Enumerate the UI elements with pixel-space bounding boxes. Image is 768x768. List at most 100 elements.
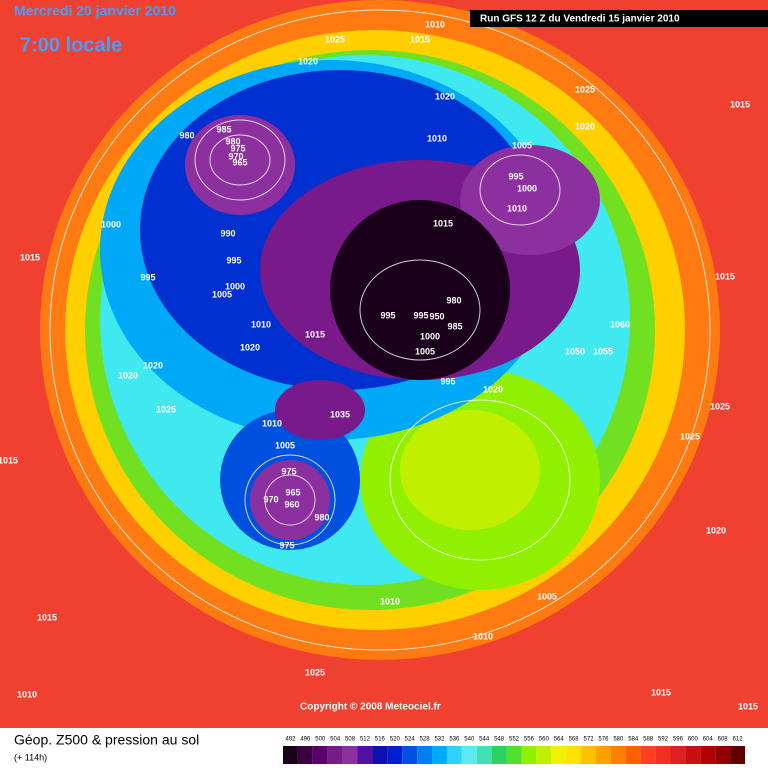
isobar-label: 995 bbox=[380, 310, 395, 320]
isobar-label: 1005 bbox=[275, 440, 295, 450]
scale-label: 524 bbox=[405, 737, 416, 743]
scale-cell bbox=[461, 746, 477, 764]
isobars bbox=[49, 9, 711, 651]
scale-cell bbox=[342, 746, 358, 764]
isobar-label: 1010 bbox=[262, 418, 282, 428]
isobar-label: 950 bbox=[429, 311, 444, 321]
isobar-label: 975 bbox=[230, 143, 245, 153]
scale-label: 596 bbox=[673, 737, 684, 743]
scale-cell bbox=[327, 746, 343, 764]
scale-cell bbox=[610, 746, 626, 764]
isobar-label: 1005 bbox=[212, 289, 232, 299]
scale-label: 528 bbox=[420, 737, 431, 743]
isobar-label: 1015 bbox=[305, 329, 325, 339]
scale-cell bbox=[566, 746, 582, 764]
isobar-label: 970 bbox=[263, 494, 278, 504]
scale-label: 500 bbox=[315, 737, 326, 743]
isobar-label: 995 bbox=[226, 255, 241, 265]
scale-label: 604 bbox=[703, 737, 714, 743]
isobar-label: 1015 bbox=[433, 218, 453, 228]
isobar-label: 1010 bbox=[473, 631, 493, 641]
scale-label: 548 bbox=[494, 737, 505, 743]
time: 7:00 locale bbox=[20, 34, 122, 56]
scale-label: 516 bbox=[375, 737, 386, 743]
isobar-label: 1000 bbox=[225, 281, 245, 291]
isobar-label: 1015 bbox=[20, 252, 40, 262]
scale-label: 584 bbox=[628, 737, 639, 743]
isobar-label: 1000 bbox=[420, 331, 440, 341]
isobar-label: 1015 bbox=[730, 99, 750, 109]
isobar-label: 1025 bbox=[156, 404, 176, 414]
scale-label: 532 bbox=[434, 737, 445, 743]
isobar-label: 1010 bbox=[425, 19, 445, 29]
isobar-label: 1010 bbox=[251, 319, 271, 329]
isobar-label: 995 bbox=[440, 376, 455, 386]
scale-cell bbox=[432, 746, 447, 764]
scale-cell bbox=[312, 746, 328, 764]
isobar-label: 1025 bbox=[575, 84, 595, 94]
isobar-label: 985 bbox=[447, 321, 462, 331]
isobar-label: 980 bbox=[446, 295, 461, 305]
scale-label: 580 bbox=[613, 737, 624, 743]
scale-cell bbox=[402, 746, 418, 764]
isobar-label: 1010 bbox=[17, 689, 37, 699]
scale-label: 540 bbox=[464, 737, 475, 743]
scale-cell bbox=[625, 746, 641, 764]
isobar-label: 1015 bbox=[738, 701, 758, 711]
scale-cell bbox=[551, 746, 567, 764]
scale-label: 492 bbox=[285, 737, 296, 743]
isobar-label: 975 bbox=[281, 466, 296, 476]
isobar-label: 985 bbox=[216, 124, 231, 134]
scale-cell bbox=[670, 746, 686, 764]
scale-cell bbox=[536, 746, 552, 764]
copyright: Copyright © 2008 Meteociel.fr bbox=[300, 702, 441, 713]
scale-label: 568 bbox=[569, 737, 580, 743]
isobar-label: 1025 bbox=[305, 667, 325, 677]
isobar-label: 980 bbox=[314, 512, 329, 522]
scale-label: 576 bbox=[598, 737, 609, 743]
scale-cell bbox=[655, 746, 671, 764]
isobar-label: 1005 bbox=[415, 346, 435, 356]
isobar-label: 1025 bbox=[680, 431, 700, 441]
legend-title: Géop. Z500 & pression au sol bbox=[14, 732, 199, 748]
isobar-label: 1020 bbox=[143, 360, 163, 370]
scale-cell bbox=[417, 746, 433, 764]
scale-label: 592 bbox=[658, 737, 669, 743]
geopotential-field bbox=[40, 0, 720, 660]
scale-cell bbox=[283, 746, 298, 764]
lead: (+ 114h) bbox=[14, 752, 47, 762]
isobar-label: 1020 bbox=[118, 370, 138, 380]
date: Mercredi 20 janvier 2010 bbox=[14, 3, 176, 19]
scale-cell bbox=[446, 746, 462, 764]
isobar-label: 1050 bbox=[565, 346, 585, 356]
scale-label: 552 bbox=[509, 737, 520, 743]
isobar-label: 1025 bbox=[325, 34, 345, 44]
isobar-label: 1020 bbox=[706, 525, 726, 535]
isobar-label: 1015 bbox=[37, 612, 57, 622]
isobar-label: 1015 bbox=[715, 271, 735, 281]
scale-cell bbox=[730, 746, 745, 764]
scale-cell bbox=[715, 746, 731, 764]
scale-cell bbox=[685, 746, 701, 764]
scale-label: 520 bbox=[390, 737, 401, 743]
scale-label: 560 bbox=[539, 737, 550, 743]
scale-cell bbox=[506, 746, 522, 764]
run-box bbox=[470, 10, 768, 27]
isobar-label: 960 bbox=[284, 499, 299, 509]
isobar-label: 1055 bbox=[593, 346, 613, 356]
scale-cell bbox=[476, 746, 492, 764]
isobar-label: 1020 bbox=[298, 56, 318, 66]
isobar-label: 1000 bbox=[101, 219, 121, 229]
scale-label: 544 bbox=[479, 737, 490, 743]
scale-cell bbox=[491, 746, 507, 764]
scale-label: 556 bbox=[524, 737, 535, 743]
isobar-label: 1060 bbox=[610, 319, 630, 329]
isobar-label: 1020 bbox=[240, 342, 260, 352]
isobar-label: 965 bbox=[232, 157, 247, 167]
scale-label: 508 bbox=[345, 737, 356, 743]
isobar-labels: 1010 1015 1025 1020 1020 1025 1015 1020 980 985 98… bbox=[0, 19, 758, 711]
isobar-label: 970 bbox=[228, 151, 243, 161]
scale-label: 588 bbox=[643, 737, 654, 743]
